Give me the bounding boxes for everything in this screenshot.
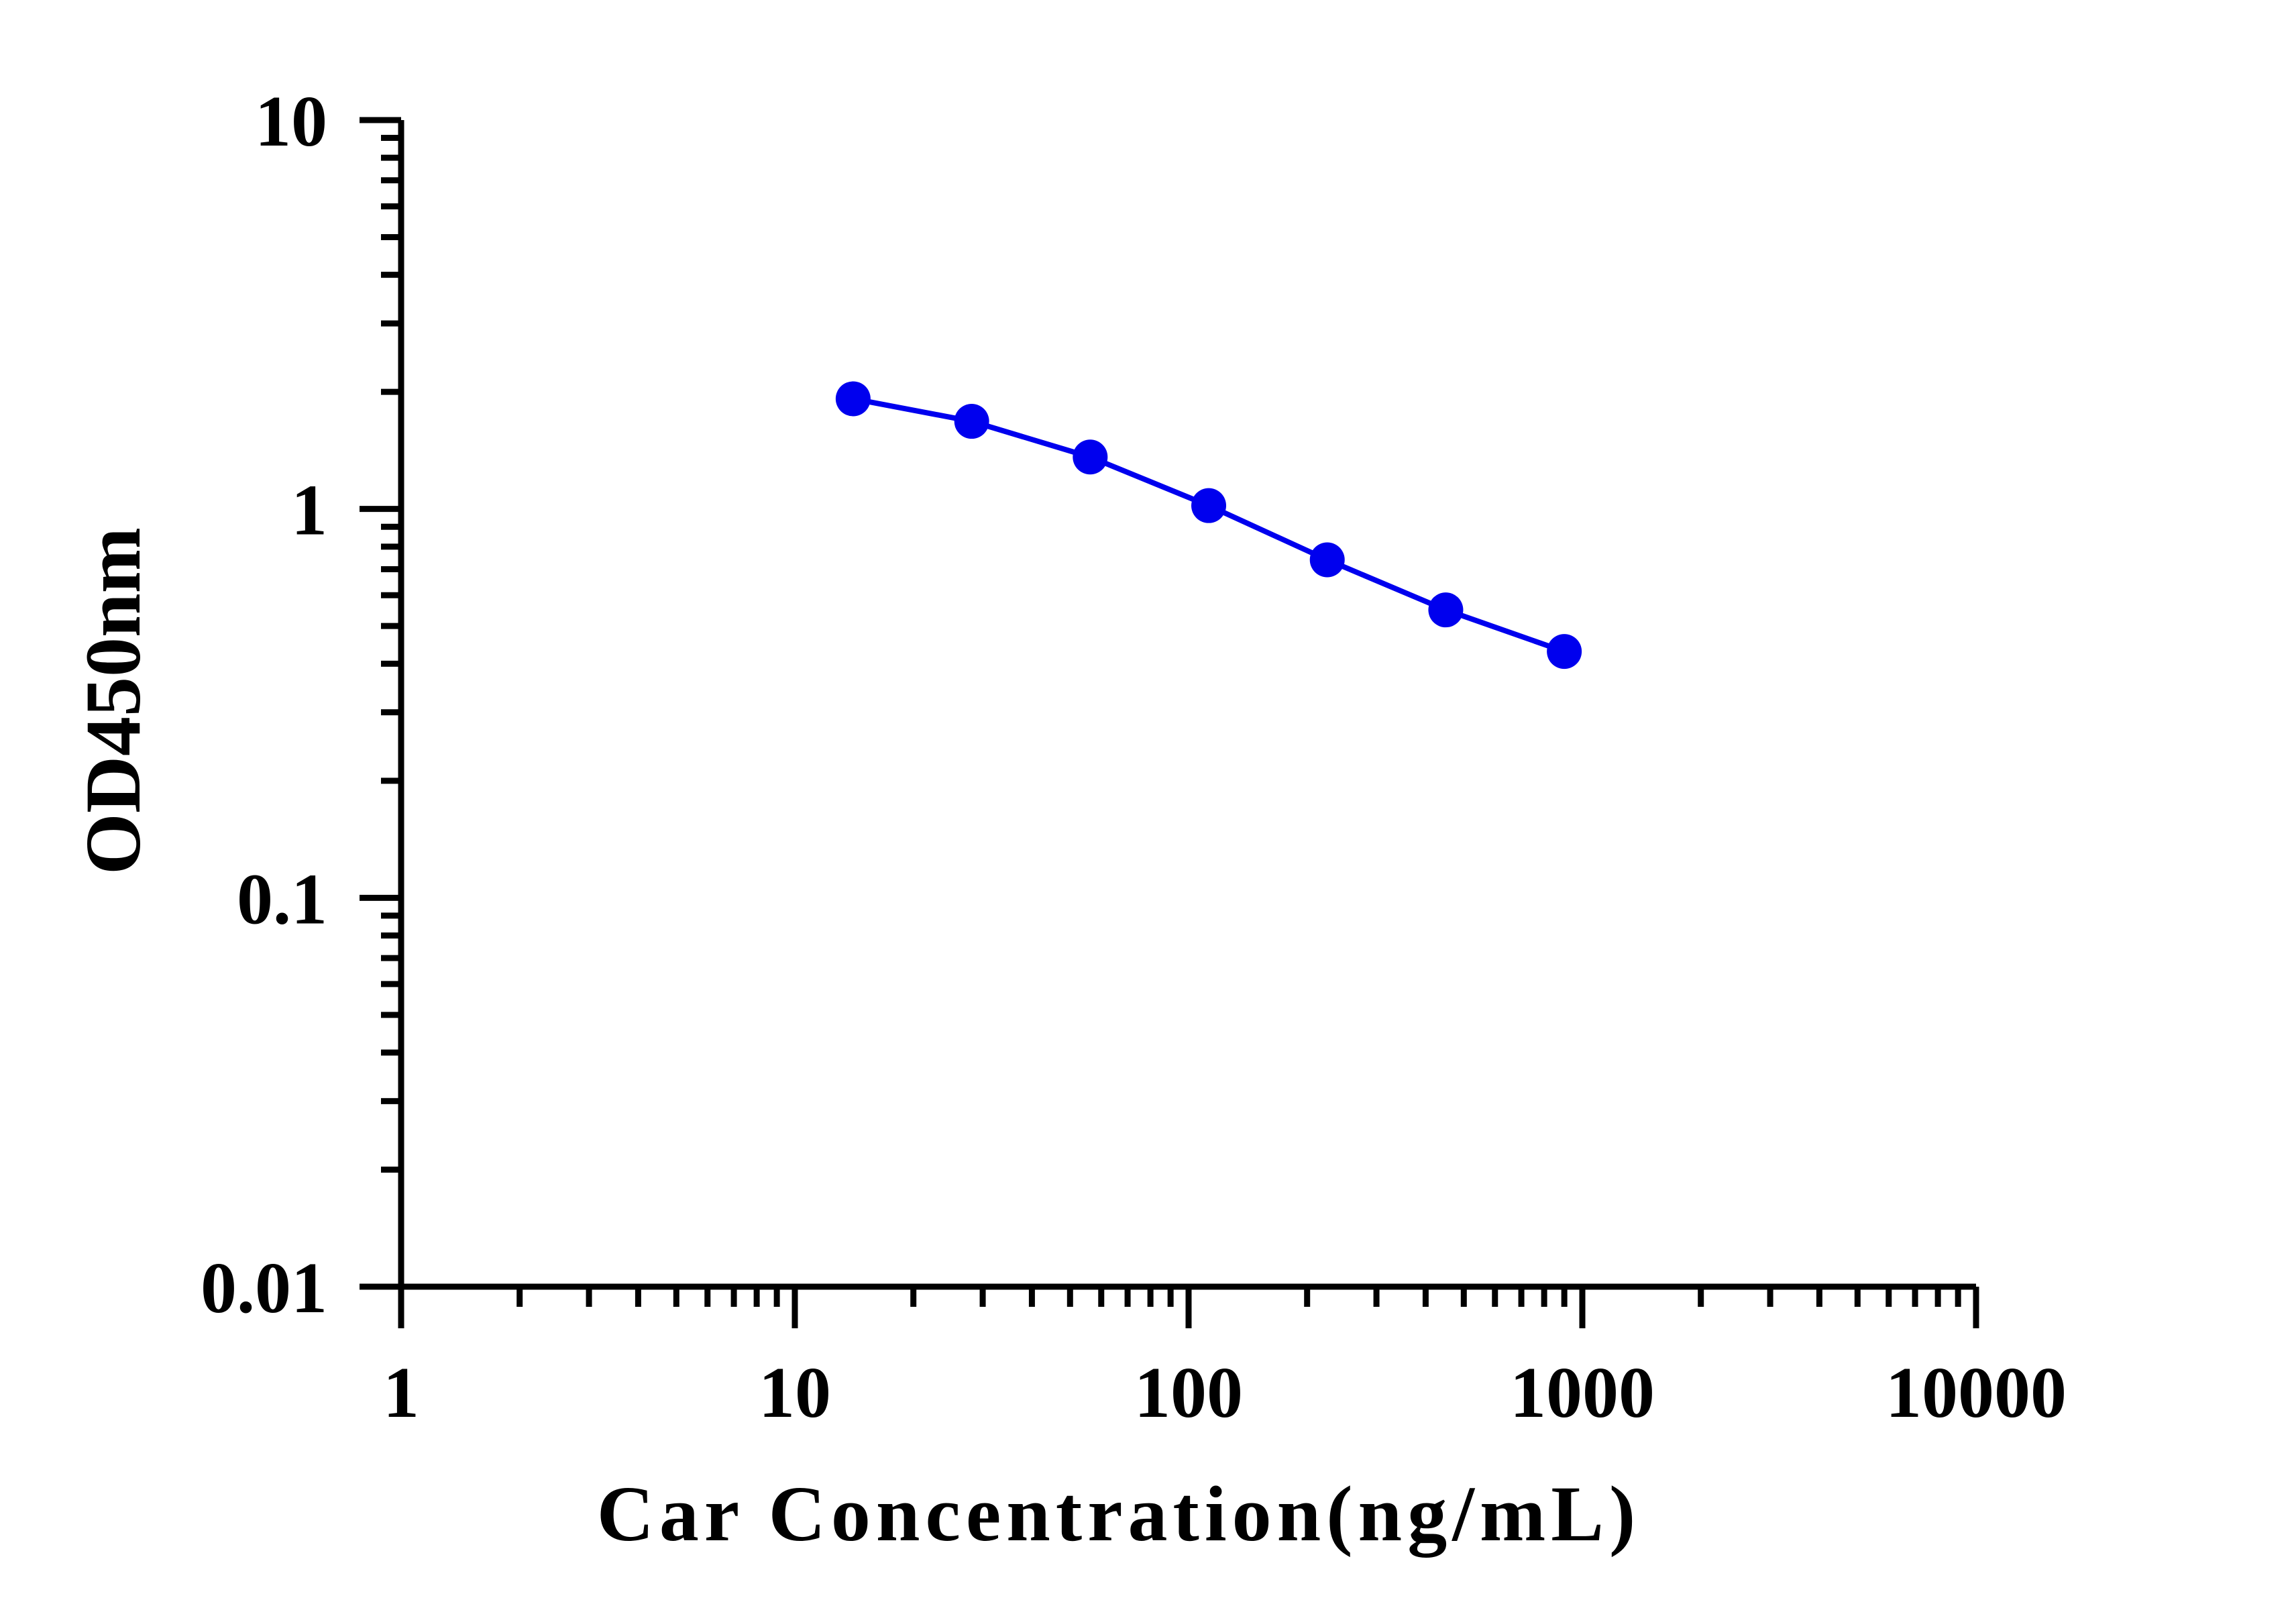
- y-tick-label: 0.01: [201, 1248, 327, 1328]
- series-layer: [835, 381, 1582, 670]
- data-point: [1191, 488, 1227, 523]
- y-tick-label: 1: [291, 471, 327, 551]
- data-point: [954, 404, 989, 439]
- y-tick-label: 0.1: [237, 859, 327, 939]
- x-tick-label: 100: [1134, 1353, 1243, 1433]
- x-tick-label: 10000: [1885, 1353, 2067, 1433]
- x-tick-label: 1000: [1510, 1353, 1655, 1433]
- tick-labels: 1 10 100 1000 10000 0.01 0.1 1 10: [201, 82, 2067, 1433]
- data-point: [1547, 634, 1582, 670]
- y-axis-title: OD450nm: [69, 527, 157, 875]
- x-axis-title: Car Concentration(ng/mL): [597, 1470, 1641, 1558]
- x-tick-label: 10: [759, 1353, 831, 1433]
- y-tick-label: 10: [255, 82, 327, 162]
- data-point: [1073, 439, 1108, 475]
- data-point: [1428, 592, 1464, 628]
- x-tick-label: 1: [383, 1353, 419, 1433]
- axes: [360, 117, 1979, 1328]
- data-point: [1309, 542, 1345, 578]
- data-point: [835, 381, 871, 417]
